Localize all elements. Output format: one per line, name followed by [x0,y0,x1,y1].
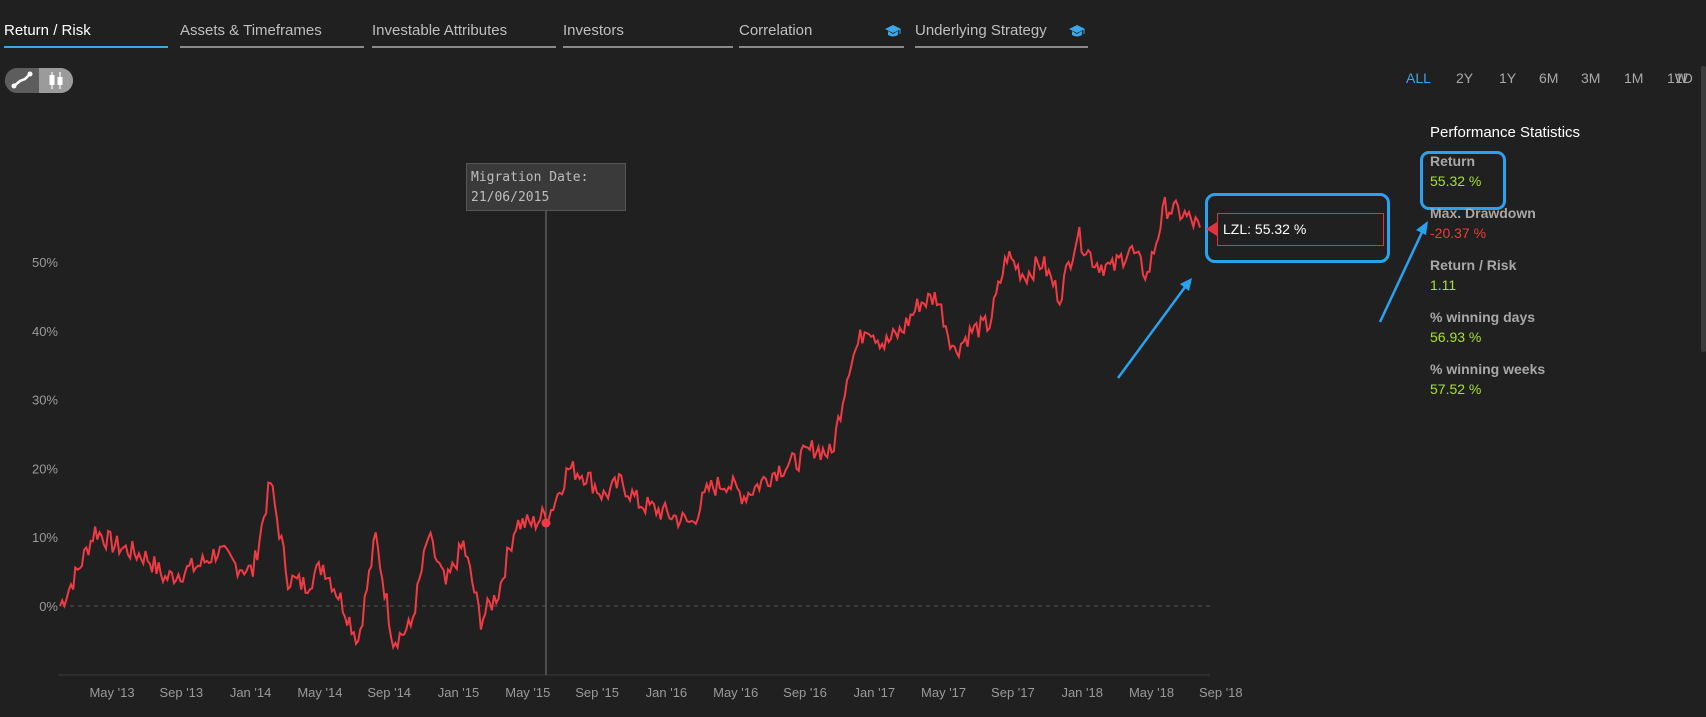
range-1d[interactable]: 1D [1675,70,1693,86]
tab-label: Investors [563,22,624,39]
stat-value: 1.11 [1430,277,1457,293]
stat-max-drawdown: Max. Drawdown -20.37 % [1430,205,1700,241]
annotation-arrowhead-1 [1180,278,1192,291]
x-tick-label: May '13 [89,685,134,700]
range-1w[interactable]: 1W [1667,70,1688,86]
performance-title: Performance Statistics [1430,124,1581,141]
stat-label: % winning days [1430,309,1536,325]
stat-value: 56.93 % [1430,329,1482,345]
tab-investors[interactable]: Investors [563,22,733,48]
x-tick-label: Jan '14 [230,685,272,700]
stat-value: 57.52 % [1430,381,1482,397]
tab-return-risk[interactable]: Return / Risk [4,22,168,48]
x-tick-label: May '14 [297,685,342,700]
candlestick-icon [49,72,63,89]
x-tick-label: May '16 [713,685,758,700]
y-tick-label: 20% [32,461,58,476]
candlestick-button[interactable] [39,68,73,93]
chart-type-toggle [5,68,73,93]
stat-label: Return [1430,153,1476,169]
range-1m[interactable]: 1M [1624,70,1644,86]
annotation-arrowhead-2 [1416,221,1428,235]
y-tick-label: 0% [39,599,58,614]
x-tick-label: Jan '17 [854,685,896,700]
tab-correlation[interactable]: Correlation [739,22,904,48]
y-tick-label: 30% [32,393,58,408]
migration-date-tooltip: Migration Date: 21/06/2015 [466,163,626,211]
range-3m[interactable]: 3M [1581,70,1601,86]
tab-label: Correlation [739,22,813,39]
tab-label: Underlying Strategy [915,22,1047,39]
stat-value: -20.37 % [1430,225,1487,241]
x-tick-label: Sep '13 [159,685,203,700]
x-tick-label: Jan '16 [646,685,688,700]
tab-label: Return / Risk [4,22,91,39]
scrollbar[interactable] [1701,66,1706,352]
tab-label: Investable Attributes [372,22,508,39]
series-value-label: LZL: 55.32 % [1217,213,1384,246]
range-6m[interactable]: 6M [1539,70,1559,86]
y-tick-label: 50% [32,255,58,270]
migration-date: 21/06/2015 [471,190,550,205]
range-all[interactable]: ALL [1406,70,1431,86]
x-axis: May '13 Sep '13 Jan '14 May '14 Sep '14 Jan '… [89,685,1242,700]
y-tick-label: 40% [32,324,58,339]
series-line-lzl [59,196,1201,651]
migration-label: Migration Date: [471,170,589,185]
x-tick-label: May '18 [1129,685,1174,700]
stat-winning-weeks: % winning weeks 57.52 % [1430,361,1700,397]
y-tick-label: 10% [32,530,58,545]
x-tick-label: Jan '18 [1061,685,1103,700]
annotation-arrow-2 [1378,227,1426,323]
annotation-arrow-1 [1116,282,1190,379]
range-1y[interactable]: 1Y [1499,70,1517,86]
x-tick-label: May '15 [505,685,550,700]
stat-label: % winning weeks [1430,361,1546,377]
line-chart-icon [11,71,33,89]
tab-investable-attributes[interactable]: Investable Attributes [372,22,556,48]
x-tick-label: Jan '15 [438,685,480,700]
migration-point [541,518,551,528]
range-selector: ALL 2Y 1Y 6M 3M 1M 1W [1406,70,1706,90]
line-chart-button[interactable] [5,68,39,93]
graduation-cap-icon [884,24,902,41]
stat-return: Return 55.32 % [1430,153,1700,189]
x-tick-label: Sep '17 [991,685,1035,700]
stat-value: 55.32 % [1430,173,1482,189]
x-tick-label: Sep '18 [1199,685,1243,700]
stat-label: Return / Risk [1430,257,1517,273]
series-label-pointer [1206,222,1217,236]
x-tick-label: Sep '14 [367,685,411,700]
y-axis: 0% 10% 20% 30% 40% 50% [32,255,58,614]
x-tick-label: May '17 [921,685,966,700]
tab-assets-timeframes[interactable]: Assets & Timeframes [180,22,364,48]
performance-statistics: Performance Statistics Return 55.32 % Ma… [1430,124,1700,413]
return-highlight [1420,151,1506,210]
tab-label: Assets & Timeframes [180,22,322,39]
x-tick-label: Sep '16 [783,685,827,700]
stat-return-risk: Return / Risk 1.11 [1430,257,1700,293]
x-tick-label: Sep '15 [575,685,619,700]
range-2y[interactable]: 2Y [1456,70,1474,86]
graduation-cap-icon [1068,24,1086,41]
tab-underlying-strategy[interactable]: Underlying Strategy [915,22,1088,48]
stat-label: Max. Drawdown [1430,205,1536,221]
stat-winning-days: % winning days 56.93 % [1430,309,1700,345]
